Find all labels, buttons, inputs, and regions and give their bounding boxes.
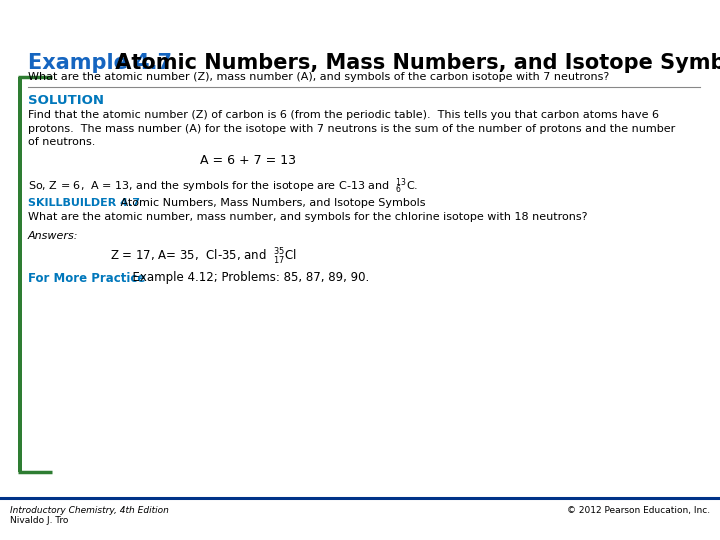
Text: SOLUTION: SOLUTION [28,94,104,107]
Text: SKILLBUILDER 4.7: SKILLBUILDER 4.7 [28,198,140,208]
Text: What are the atomic number, mass number, and symbols for the chlorine isotope wi: What are the atomic number, mass number,… [28,212,588,221]
Text: Example 4.12; Problems: 85, 87, 89, 90.: Example 4.12; Problems: 85, 87, 89, 90. [125,272,369,285]
Text: Atomic Numbers, Mass Numbers, and Isotope Symbols: Atomic Numbers, Mass Numbers, and Isotop… [117,198,426,208]
Text: So, Z = 6,  A = 13, and the symbols for the isotope are C-13 and  $\mathregular{: So, Z = 6, A = 13, and the symbols for t… [28,176,418,195]
Text: Nivaldo J. Tro: Nivaldo J. Tro [10,516,68,525]
Text: Z = 17, A= 35,  Cl-35, and  $\mathregular{^{35}_{17}Cl}$: Z = 17, A= 35, Cl-35, and $\mathregular{… [110,246,297,267]
Text: Answers:: Answers: [28,231,78,241]
Text: © 2012 Pearson Education, Inc.: © 2012 Pearson Education, Inc. [567,506,710,515]
Text: of neutrons.: of neutrons. [28,137,95,147]
Bar [18,77,22,472]
Text: Find that the atomic number (Z) of carbon is 6 (from the periodic table).  This : Find that the atomic number (Z) of carbo… [28,110,659,120]
Text: What are the atomic number (Z), mass number (A), and symbols of the carbon isoto: What are the atomic number (Z), mass num… [28,72,609,82]
Text: protons.  The mass number (A) for the isotope with 7 neutrons is the sum of the : protons. The mass number (A) for the iso… [28,124,675,133]
Text: A = 6 + 7 = 13: A = 6 + 7 = 13 [200,154,296,167]
Text: For More Practice: For More Practice [28,272,145,285]
Text: Introductory Chemistry, 4th Edition: Introductory Chemistry, 4th Edition [10,506,169,515]
Text: Example 4.7: Example 4.7 [28,53,172,73]
Text: Atomic Numbers, Mass Numbers, and Isotope Symbols: Atomic Numbers, Mass Numbers, and Isotop… [108,53,720,73]
